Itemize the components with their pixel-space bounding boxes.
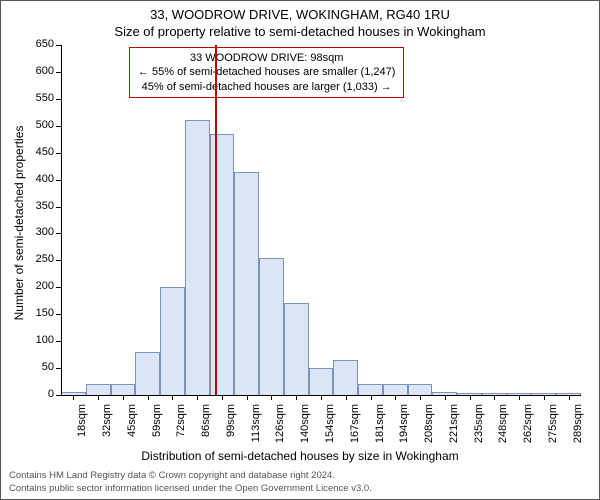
y-axis-label: Number of semi-detached properties: [12, 123, 26, 323]
histogram-bar: [160, 287, 185, 395]
x-axis-label: Distribution of semi-detached houses by …: [1, 449, 599, 463]
x-tick-label: 289sqm: [572, 404, 584, 449]
histogram-bar: [383, 384, 408, 395]
x-tick-label: 154sqm: [324, 404, 336, 449]
histogram-bar: [259, 258, 284, 395]
y-tick-label: 650: [26, 38, 54, 50]
x-tick-label: 194sqm: [398, 404, 410, 449]
histogram-bar: [333, 360, 358, 395]
x-tick: [98, 395, 99, 400]
x-tick: [296, 395, 297, 400]
y-tick: [56, 233, 61, 234]
x-tick-label: 208sqm: [423, 404, 435, 449]
y-tick: [56, 287, 61, 288]
x-tick-label: 235sqm: [473, 404, 485, 449]
histogram-bar: [210, 134, 235, 395]
y-tick-label: 450: [26, 146, 54, 158]
x-tick-label: 248sqm: [497, 404, 509, 449]
sub-title: Size of property relative to semi-detach…: [1, 24, 599, 39]
x-tick: [470, 395, 471, 400]
y-tick: [56, 314, 61, 315]
y-tick: [56, 126, 61, 127]
histogram-bar: [185, 120, 210, 395]
x-tick: [222, 395, 223, 400]
y-tick: [56, 341, 61, 342]
x-tick: [73, 395, 74, 400]
x-tick-label: 140sqm: [299, 404, 311, 449]
plot-area: 0501001502002503003504004505005506006501…: [61, 45, 581, 395]
histogram-bar: [408, 384, 433, 395]
y-axis-line: [61, 45, 62, 395]
histogram-bar: [284, 303, 309, 395]
x-tick: [420, 395, 421, 400]
y-tick-label: 0: [26, 388, 54, 400]
histogram-bar: [234, 172, 259, 395]
histogram-bar: [86, 384, 111, 395]
x-tick-label: 113sqm: [250, 404, 262, 449]
x-tick: [346, 395, 347, 400]
y-tick: [56, 395, 61, 396]
x-tick: [247, 395, 248, 400]
x-tick-label: 32sqm: [101, 404, 113, 449]
x-tick: [271, 395, 272, 400]
y-tick: [56, 207, 61, 208]
y-tick: [56, 368, 61, 369]
x-tick: [494, 395, 495, 400]
y-tick-label: 250: [26, 253, 54, 265]
histogram-bar: [309, 368, 334, 395]
y-tick-label: 400: [26, 173, 54, 185]
x-tick-label: 59sqm: [151, 404, 163, 449]
y-tick: [56, 45, 61, 46]
x-tick-label: 275sqm: [547, 404, 559, 449]
x-tick-label: 181sqm: [374, 404, 386, 449]
x-tick-label: 262sqm: [522, 404, 534, 449]
y-tick: [56, 153, 61, 154]
y-tick-label: 50: [26, 361, 54, 373]
x-tick-label: 99sqm: [225, 404, 237, 449]
x-tick: [395, 395, 396, 400]
x-tick-label: 72sqm: [175, 404, 187, 449]
histogram-bar: [135, 352, 160, 395]
y-tick-label: 150: [26, 307, 54, 319]
histogram-bar: [111, 384, 136, 395]
x-tick: [371, 395, 372, 400]
footer-line2: Contains public sector information licen…: [9, 483, 372, 495]
x-tick: [148, 395, 149, 400]
x-tick-label: 221sqm: [448, 404, 460, 449]
y-tick-label: 200: [26, 280, 54, 292]
x-tick-label: 126sqm: [274, 404, 286, 449]
x-tick-label: 86sqm: [200, 404, 212, 449]
x-tick: [172, 395, 173, 400]
histogram-bar: [358, 384, 383, 395]
chart-container: 33, WOODROW DRIVE, WOKINGHAM, RG40 1RU S…: [0, 0, 600, 500]
footer: Contains HM Land Registry data © Crown c…: [9, 470, 372, 495]
y-tick: [56, 72, 61, 73]
x-tick: [197, 395, 198, 400]
x-tick: [519, 395, 520, 400]
x-tick: [321, 395, 322, 400]
main-title: 33, WOODROW DRIVE, WOKINGHAM, RG40 1RU: [1, 7, 599, 22]
y-tick-label: 550: [26, 92, 54, 104]
x-tick-label: 18sqm: [76, 404, 88, 449]
x-tick-label: 167sqm: [349, 404, 361, 449]
x-tick: [569, 395, 570, 400]
footer-line1: Contains HM Land Registry data © Crown c…: [9, 470, 372, 482]
y-tick-label: 300: [26, 226, 54, 238]
reference-line: [215, 45, 217, 395]
y-tick-label: 600: [26, 65, 54, 77]
y-tick-label: 500: [26, 119, 54, 131]
x-tick-label: 45sqm: [126, 404, 138, 449]
y-tick: [56, 180, 61, 181]
x-tick: [123, 395, 124, 400]
y-tick-label: 100: [26, 334, 54, 346]
y-tick: [56, 99, 61, 100]
x-tick: [445, 395, 446, 400]
y-tick-label: 350: [26, 200, 54, 212]
y-tick: [56, 260, 61, 261]
x-tick: [544, 395, 545, 400]
